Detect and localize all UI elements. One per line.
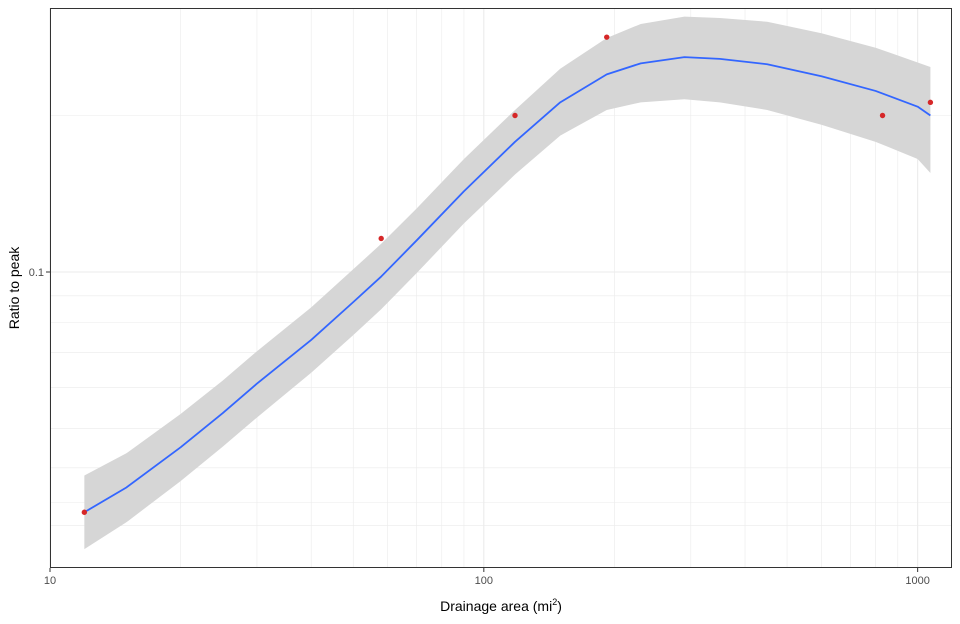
x-tick-label-1: 100 xyxy=(475,575,493,587)
data-point-4 xyxy=(879,112,886,119)
axes: 10 100 1000 0.1 xyxy=(29,267,930,587)
data-points-layer xyxy=(81,34,934,515)
fit-line xyxy=(83,56,931,514)
x-axis-title-close: ) xyxy=(557,598,562,614)
data-point-1 xyxy=(378,235,384,242)
data-point-3 xyxy=(604,34,610,40)
x-tick-label-2: 1000 xyxy=(905,575,929,587)
confidence-band xyxy=(84,16,931,550)
plot-panel xyxy=(49,8,952,568)
fit-line-layer xyxy=(83,56,931,514)
confidence-band-layer xyxy=(84,16,931,550)
x-axis-title: Drainage area (mi2) xyxy=(440,597,562,614)
x-axis-title-text: Drainage area (mi xyxy=(440,598,552,614)
y-axis-title: Ratio to peak xyxy=(6,246,22,329)
data-point-0 xyxy=(81,509,88,515)
data-point-2 xyxy=(512,112,518,119)
panel-border xyxy=(50,8,952,568)
data-point-5 xyxy=(927,99,934,106)
y-tick-label-0: 0.1 xyxy=(29,267,44,279)
x-axis-title-superscript: 2 xyxy=(552,597,557,607)
x-tick-label-0: 10 xyxy=(44,575,56,587)
